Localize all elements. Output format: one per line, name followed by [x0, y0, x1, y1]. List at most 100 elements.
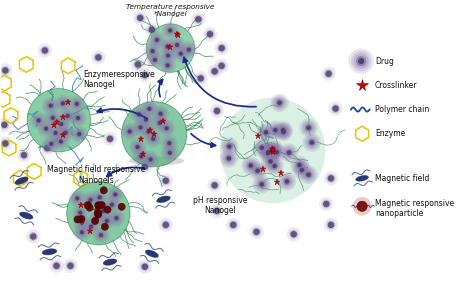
Circle shape [305, 124, 312, 132]
Circle shape [73, 113, 83, 123]
Circle shape [36, 118, 41, 123]
Circle shape [49, 142, 54, 146]
Circle shape [158, 112, 163, 116]
Circle shape [101, 223, 109, 230]
Circle shape [222, 139, 237, 154]
Circle shape [134, 143, 141, 151]
Circle shape [27, 89, 91, 152]
Circle shape [129, 138, 146, 156]
Circle shape [168, 29, 172, 33]
Circle shape [112, 191, 119, 198]
Circle shape [268, 148, 275, 156]
Ellipse shape [129, 156, 184, 165]
Circle shape [151, 114, 168, 132]
Circle shape [61, 101, 65, 105]
Circle shape [29, 232, 38, 241]
Circle shape [138, 125, 143, 130]
Circle shape [331, 104, 340, 113]
Circle shape [76, 130, 82, 137]
Circle shape [134, 149, 148, 163]
Circle shape [100, 187, 108, 194]
Circle shape [162, 22, 179, 39]
Circle shape [69, 190, 86, 207]
Circle shape [137, 124, 144, 131]
Circle shape [1, 122, 8, 128]
Circle shape [136, 111, 143, 118]
Circle shape [243, 158, 258, 173]
Circle shape [88, 209, 105, 227]
Circle shape [226, 143, 233, 150]
Ellipse shape [42, 249, 57, 255]
Circle shape [325, 71, 332, 77]
Circle shape [145, 130, 162, 147]
Circle shape [266, 146, 277, 157]
Circle shape [260, 146, 275, 161]
Circle shape [49, 126, 63, 140]
Circle shape [161, 58, 174, 72]
Circle shape [86, 221, 96, 232]
Circle shape [260, 127, 272, 138]
Circle shape [272, 126, 279, 134]
Circle shape [354, 54, 369, 69]
Circle shape [319, 197, 333, 211]
Circle shape [219, 149, 238, 168]
Circle shape [264, 149, 272, 157]
Circle shape [268, 145, 279, 156]
Circle shape [257, 123, 275, 142]
Text: pH responsive
Nanogel: pH responsive Nanogel [193, 196, 247, 215]
Circle shape [249, 225, 264, 239]
Circle shape [138, 68, 152, 82]
Circle shape [324, 171, 338, 185]
Circle shape [166, 149, 173, 156]
Circle shape [146, 24, 195, 72]
Circle shape [210, 67, 219, 76]
Circle shape [53, 263, 60, 269]
Circle shape [2, 140, 9, 147]
Circle shape [278, 172, 296, 191]
Circle shape [139, 113, 153, 127]
Circle shape [146, 132, 160, 146]
Circle shape [310, 140, 314, 145]
Circle shape [230, 222, 237, 228]
Circle shape [137, 111, 155, 128]
Circle shape [214, 41, 229, 55]
Circle shape [141, 100, 158, 118]
Circle shape [54, 134, 68, 148]
Circle shape [154, 37, 160, 43]
Circle shape [271, 162, 278, 170]
Circle shape [280, 143, 298, 162]
Circle shape [262, 148, 273, 159]
Circle shape [153, 58, 157, 62]
Circle shape [276, 123, 291, 138]
Circle shape [144, 152, 158, 166]
Circle shape [305, 171, 312, 179]
Circle shape [281, 128, 285, 132]
Circle shape [142, 151, 159, 168]
Circle shape [253, 229, 260, 235]
Circle shape [357, 201, 367, 211]
Circle shape [0, 136, 12, 151]
Circle shape [146, 105, 153, 112]
Circle shape [283, 178, 291, 185]
Circle shape [328, 222, 334, 228]
Circle shape [227, 144, 231, 149]
Circle shape [130, 106, 148, 123]
Circle shape [125, 126, 135, 137]
Circle shape [155, 118, 165, 128]
Circle shape [348, 48, 374, 74]
Circle shape [38, 43, 52, 58]
Circle shape [52, 129, 59, 137]
Circle shape [266, 149, 271, 154]
Circle shape [159, 174, 173, 188]
Circle shape [80, 230, 84, 234]
Circle shape [256, 179, 267, 190]
Circle shape [161, 144, 179, 162]
Circle shape [0, 120, 9, 129]
Circle shape [57, 138, 64, 145]
Circle shape [94, 53, 103, 62]
Circle shape [107, 136, 113, 142]
Circle shape [217, 61, 226, 70]
Circle shape [253, 175, 271, 194]
Circle shape [53, 115, 70, 133]
Circle shape [142, 102, 156, 116]
